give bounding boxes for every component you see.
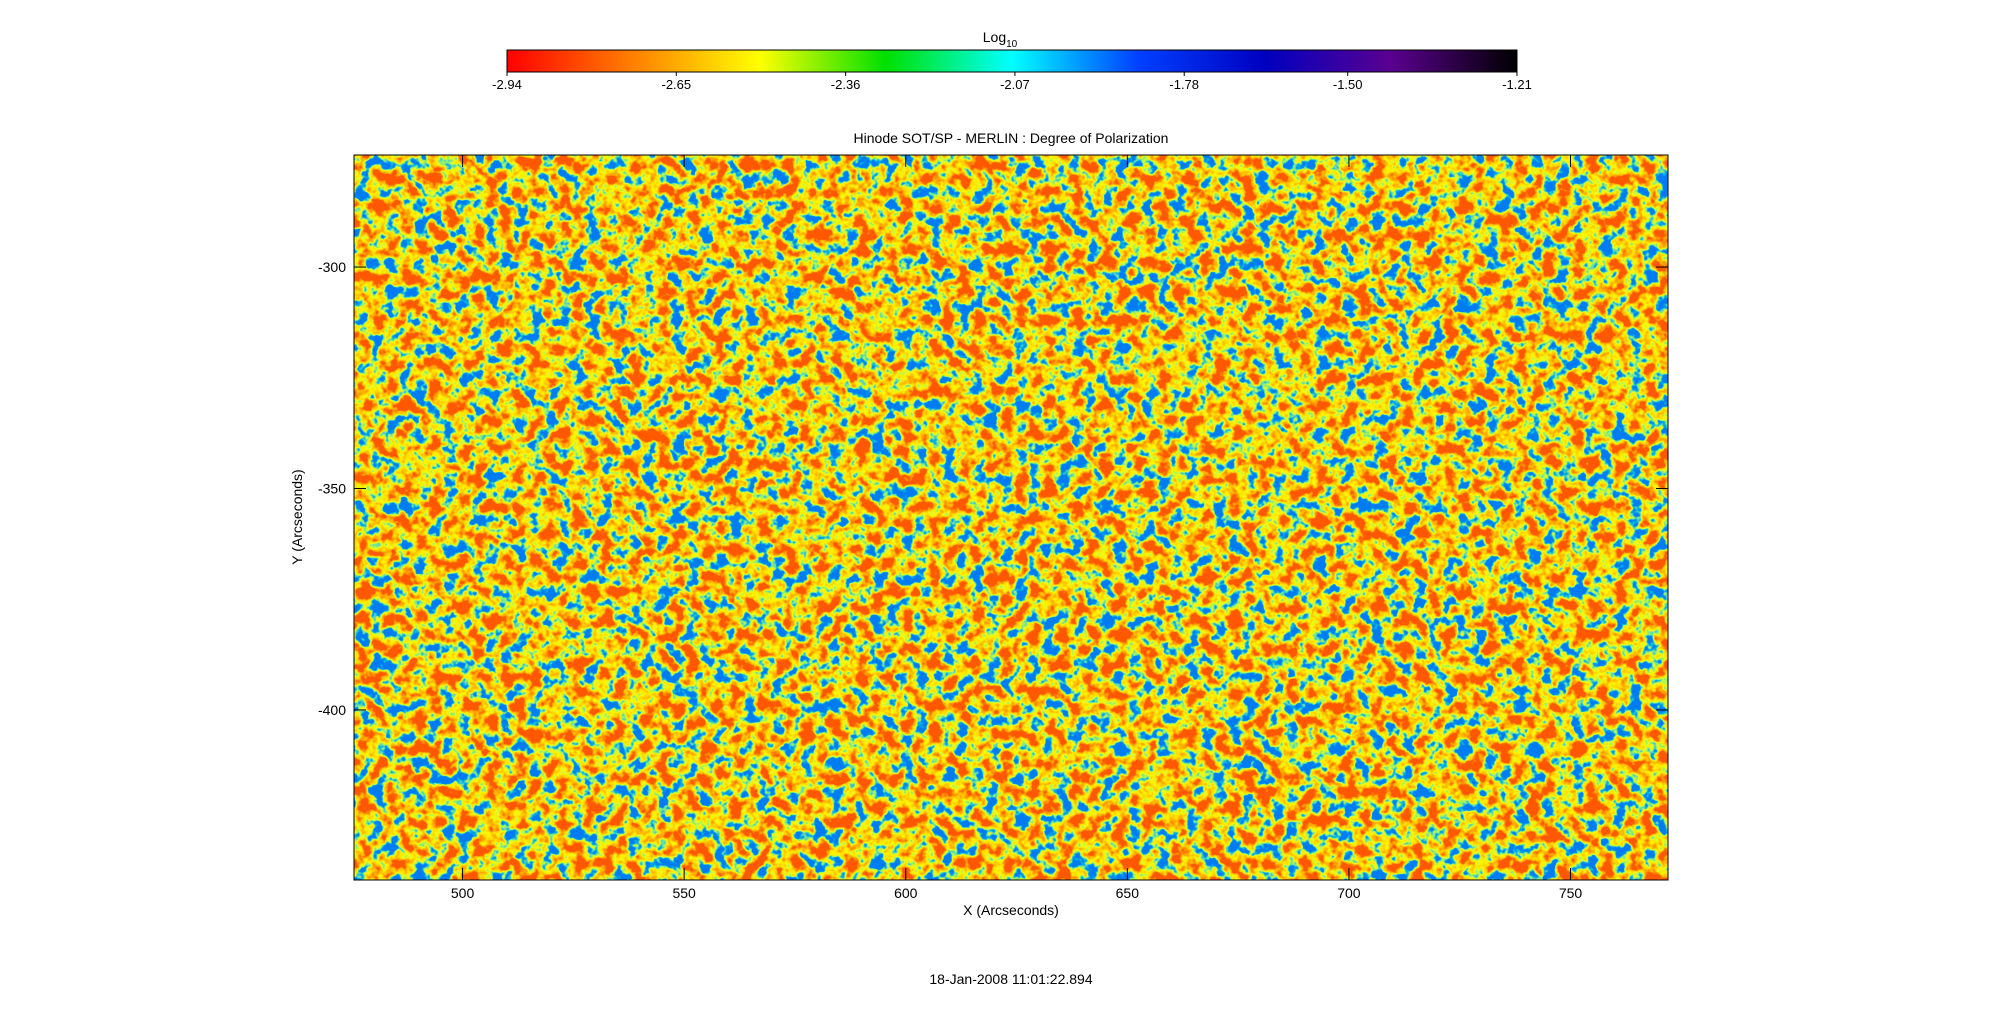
- colorbar-tick-label: -2.07: [1000, 77, 1030, 92]
- colorbar-tick-label: -2.94: [492, 77, 522, 92]
- x-tick-label: 500: [451, 885, 475, 901]
- x-axis-label: X (Arcseconds): [963, 902, 1059, 918]
- y-tick-label: -350: [318, 480, 346, 496]
- y-tick-label: -300: [318, 259, 346, 275]
- y-axis-label: Y (Arcseconds): [289, 469, 305, 564]
- chart-title: Hinode SOT/SP - MERLIN : Degree of Polar…: [854, 130, 1169, 146]
- colorbar-label-base: Log: [983, 29, 1006, 45]
- heatmap-image: [354, 155, 1668, 880]
- x-tick-label: 750: [1559, 885, 1583, 901]
- x-tick-label: 600: [894, 885, 918, 901]
- colorbar-tick-label: -1.78: [1169, 77, 1199, 92]
- x-tick-label: 650: [1116, 885, 1140, 901]
- colorbar-tick-label: -1.21: [1502, 77, 1532, 92]
- colorbar: [506, 49, 1518, 73]
- y-tick-label: -400: [318, 702, 346, 718]
- colorbar-tick-label: -2.65: [661, 77, 691, 92]
- colorbar-label-subscript: 10: [1006, 39, 1018, 50]
- x-tick-label: 700: [1337, 885, 1361, 901]
- colorbar-label: Log10: [983, 29, 1018, 50]
- colorbar-tick-label: -2.36: [831, 77, 861, 92]
- x-tick-label: 550: [672, 885, 696, 901]
- footer-timestamp: 18-Jan-2008 11:01:22.894: [929, 971, 1092, 987]
- colorbar-tick-label: -1.50: [1333, 77, 1363, 92]
- plot-frame: [353, 154, 1669, 881]
